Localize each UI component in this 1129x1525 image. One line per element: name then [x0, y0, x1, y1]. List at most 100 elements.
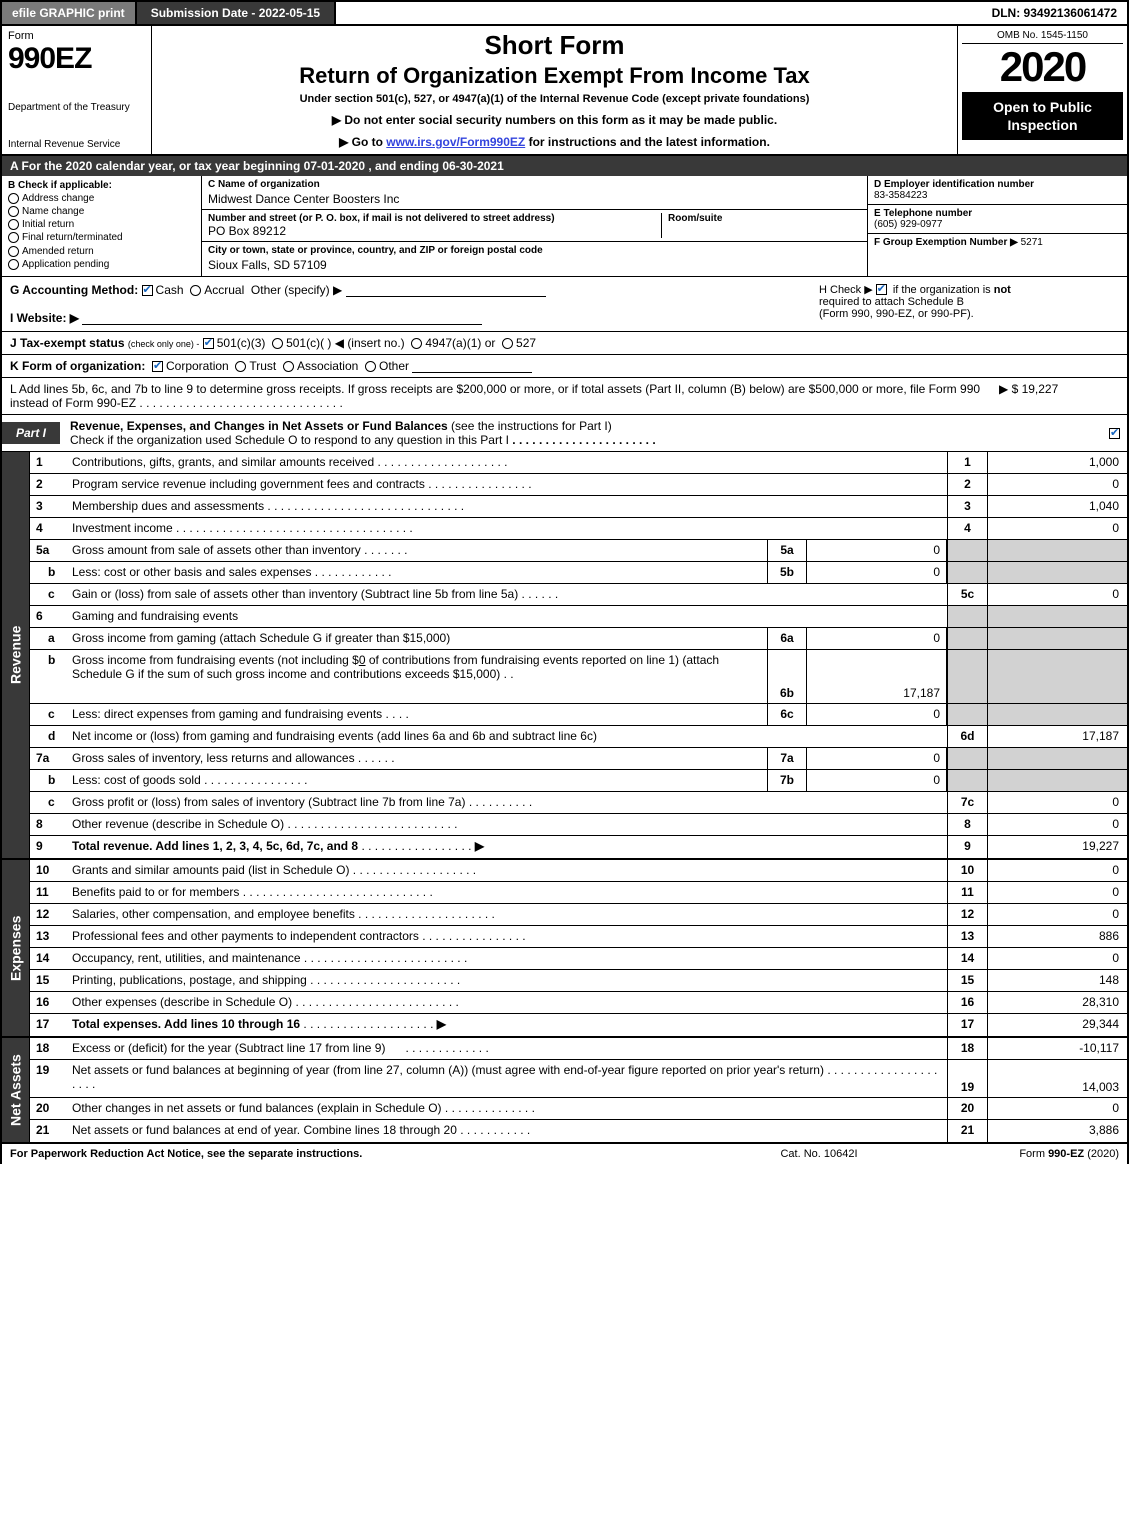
accrual-label: Accrual: [204, 283, 244, 297]
box-h: H Check ▶ if the organization is not req…: [819, 283, 1119, 325]
street-value: PO Box 89212: [208, 224, 286, 238]
form-header: Form 990EZ Department of the Treasury In…: [0, 26, 1129, 156]
chk-final-return[interactable]: Final return/terminated: [8, 232, 195, 243]
header-left: Form 990EZ Department of the Treasury In…: [2, 26, 152, 154]
ein-label: D Employer identification number: [874, 179, 1121, 190]
phone-label: E Telephone number: [874, 208, 1121, 219]
box-h-not: not: [994, 284, 1011, 296]
expenses-section: Expenses 10 Grants and similar amounts p…: [0, 860, 1129, 1038]
box-h-txt3: required to attach Schedule B: [819, 296, 964, 308]
cash-label: Cash: [156, 283, 184, 297]
form-label: Form: [8, 30, 145, 42]
header-center: Short Form Return of Organization Exempt…: [152, 26, 957, 154]
part-1-subtitle: (see the instructions for Part I): [451, 419, 612, 433]
chk-schedule-o-part1[interactable]: [1109, 428, 1120, 439]
opt-other-org: Other: [379, 359, 409, 373]
row-9: 9 Total revenue. Add lines 1, 2, 3, 4, 5…: [30, 836, 1127, 858]
box-j: J Tax-exempt status (check only one) - 5…: [0, 332, 1129, 355]
box-h-txt2: if the organization is: [893, 284, 991, 296]
website-input[interactable]: [82, 311, 482, 325]
goto-post: for instructions and the latest informat…: [529, 135, 770, 149]
street-label: Number and street (or P. O. box, if mail…: [208, 213, 555, 224]
revenue-section: Revenue 1 Contributions, gifts, grants, …: [0, 452, 1129, 860]
header-right: OMB No. 1545-1150 2020 Open to Public In…: [957, 26, 1127, 154]
instructions-link[interactable]: www.irs.gov/Form990EZ: [386, 135, 525, 149]
city-label: City or town, state or province, country…: [208, 245, 861, 256]
omb-number: OMB No. 1545-1150: [962, 30, 1123, 44]
row-6d: d Net income or (loss) from gaming and f…: [30, 726, 1127, 748]
opt-501c: 501(c)( ) ◀ (insert no.): [286, 336, 405, 350]
short-form-title: Short Form: [160, 30, 949, 61]
chk-corporation[interactable]: [152, 361, 163, 372]
chk-4947[interactable]: [411, 338, 422, 349]
ssn-warning: ▶ Do not enter social security numbers o…: [160, 113, 949, 127]
chk-application-pending[interactable]: Application pending: [8, 259, 195, 270]
open-to-public-badge: Open to Public Inspection: [962, 92, 1123, 140]
dln-label: DLN: 93492136061472: [982, 2, 1127, 24]
chk-cash[interactable]: [142, 285, 153, 296]
row-5b: b Less: cost or other basis and sales ex…: [30, 562, 1127, 584]
row-12: 12 Salaries, other compensation, and emp…: [30, 904, 1127, 926]
chk-amended-return[interactable]: Amended return: [8, 246, 195, 257]
box-b-title: B Check if applicable:: [8, 180, 195, 191]
box-h-txt4: (Form 990, 990-EZ, or 990-PF).: [819, 308, 974, 320]
top-bar: efile GRAPHIC print Submission Date - 20…: [0, 0, 1129, 26]
row-7c: c Gross profit or (loss) from sales of i…: [30, 792, 1127, 814]
room-label: Room/suite: [668, 213, 722, 224]
part-1-title: Revenue, Expenses, and Changes in Net As…: [70, 419, 448, 433]
goto-pre: ▶ Go to: [339, 135, 386, 149]
chk-other-org[interactable]: [365, 361, 376, 372]
row-2: 2 Program service revenue including gove…: [30, 474, 1127, 496]
chk-association[interactable]: [283, 361, 294, 372]
efile-print-button[interactable]: efile GRAPHIC print: [2, 2, 137, 24]
part-1-check-line: Check if the organization used Schedule …: [70, 433, 509, 447]
group-exemption-label: F Group Exemption Number ▶: [874, 237, 1018, 248]
row-15: 15 Printing, publications, postage, and …: [30, 970, 1127, 992]
chk-501c[interactable]: [272, 338, 283, 349]
net-assets-section: Net Assets 18 Excess or (deficit) for th…: [0, 1038, 1129, 1144]
other-specify-input[interactable]: [346, 283, 546, 297]
footer-form-ref: Form 990-EZ (2020): [919, 1148, 1119, 1160]
row-18: 18 Excess or (deficit) for the year (Sub…: [30, 1038, 1127, 1060]
chk-501c3[interactable]: [203, 338, 214, 349]
footer-paperwork-notice: For Paperwork Reduction Act Notice, see …: [10, 1148, 719, 1160]
period-band: A For the 2020 calendar year, or tax yea…: [0, 156, 1129, 176]
tax-year: 2020: [962, 46, 1123, 88]
row-21: 21 Net assets or fund balances at end of…: [30, 1120, 1127, 1142]
row-1: 1 Contributions, gifts, grants, and simi…: [30, 452, 1127, 474]
row-20: 20 Other changes in net assets or fund b…: [30, 1098, 1127, 1120]
row-14: 14 Occupancy, rent, utilities, and maint…: [30, 948, 1127, 970]
row-13: 13 Professional fees and other payments …: [30, 926, 1127, 948]
box-h-check-label: H Check ▶: [819, 284, 873, 296]
chk-trust[interactable]: [235, 361, 246, 372]
website-label: I Website: ▶: [10, 311, 79, 325]
row-7b: b Less: cost of goods sold . . . . . . .…: [30, 770, 1127, 792]
box-b: B Check if applicable: Address change Na…: [2, 176, 202, 276]
chk-initial-return[interactable]: Initial return: [8, 219, 195, 230]
box-k: K Form of organization: Corporation Trus…: [0, 355, 1129, 378]
chk-527[interactable]: [502, 338, 513, 349]
dept-treasury: Department of the Treasury: [8, 102, 145, 113]
instructions-link-line: ▶ Go to www.irs.gov/Form990EZ for instru…: [160, 135, 949, 149]
row-6c: c Less: direct expenses from gaming and …: [30, 704, 1127, 726]
row-4: 4 Investment income . . . . . . . . . . …: [30, 518, 1127, 540]
opt-association: Association: [297, 359, 358, 373]
identity-grid: B Check if applicable: Address change Na…: [0, 176, 1129, 277]
row-6: 6 Gaming and fundraising events: [30, 606, 1127, 628]
chk-name-change[interactable]: Name change: [8, 206, 195, 217]
footer: For Paperwork Reduction Act Notice, see …: [0, 1144, 1129, 1164]
opt-4947: 4947(a)(1) or: [425, 336, 495, 350]
other-org-input[interactable]: [412, 359, 532, 373]
chk-address-change[interactable]: Address change: [8, 193, 195, 204]
chk-not-required-schedule-b[interactable]: [876, 284, 887, 295]
accounting-method-label: G Accounting Method:: [10, 283, 138, 297]
box-l-amount: ▶ $ 19,227: [999, 382, 1119, 410]
form-of-org-label: K Form of organization:: [10, 359, 145, 373]
row-11: 11 Benefits paid to or for members . . .…: [30, 882, 1127, 904]
box-l: L Add lines 5b, 6c, and 7b to line 9 to …: [0, 378, 1129, 415]
row-6a: a Gross income from gaming (attach Sched…: [30, 628, 1127, 650]
group-exemption-value: 5271: [1021, 237, 1043, 248]
chk-accrual[interactable]: [190, 285, 201, 296]
row-19: 19 Net assets or fund balances at beginn…: [30, 1060, 1127, 1098]
row-7a: 7a Gross sales of inventory, less return…: [30, 748, 1127, 770]
